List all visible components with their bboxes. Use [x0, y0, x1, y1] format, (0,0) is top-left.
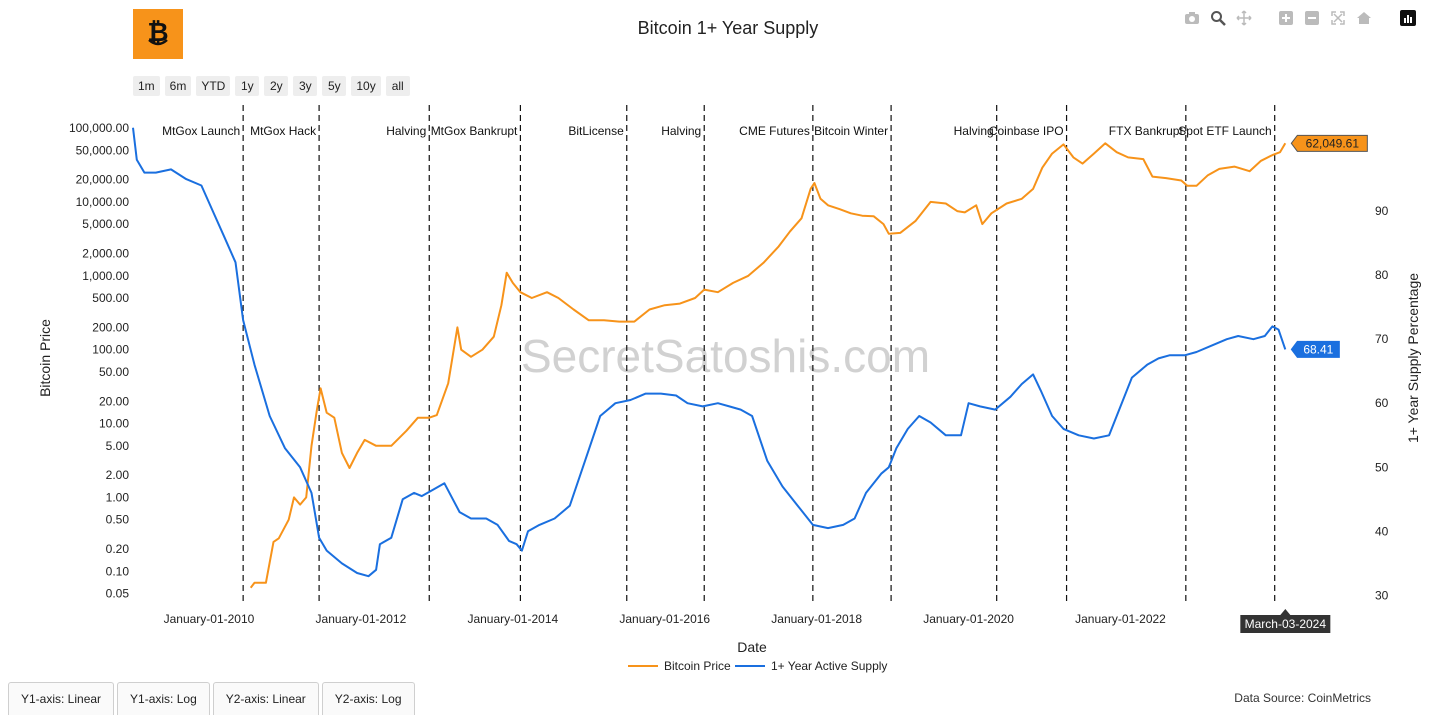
supply-series-line: [132, 127, 1287, 578]
event-label: FTX Bankrupt: [1109, 124, 1184, 138]
legend-label: Bitcoin Price: [664, 659, 731, 673]
hover-date-badge: [1240, 609, 1331, 633]
event-label: Halving: [954, 124, 994, 138]
zoom-in-icon[interactable]: [1278, 10, 1294, 26]
y1-tick-label: 2.00: [106, 468, 130, 482]
supply-last-value-badge: [1290, 340, 1340, 358]
x-tick-label: January-01-2012: [316, 612, 407, 626]
range-button-2y[interactable]: 2y: [264, 76, 289, 96]
y2-tick-label: 70: [1375, 332, 1389, 346]
range-button-3y[interactable]: 3y: [293, 76, 318, 96]
x-tick-label: January-01-2022: [1075, 612, 1166, 626]
y2-tick-label: 40: [1375, 524, 1389, 538]
x-tick-label: January-01-2016: [619, 612, 710, 626]
y1-tick-label: 10,000.00: [76, 195, 130, 209]
supply-last-value: 68.41: [1303, 342, 1333, 356]
event-label: Coinbase IPO: [989, 124, 1064, 138]
y1-tick-label: 20,000.00: [76, 173, 130, 187]
reset-axes-icon[interactable]: [1356, 10, 1372, 26]
zoom-out-icon[interactable]: [1304, 10, 1320, 26]
price-series-line: [249, 142, 1287, 589]
event-label: BitLicense: [568, 124, 624, 138]
bitcoin-logo: ₿: [133, 9, 183, 59]
range-button-5y[interactable]: 5y: [322, 76, 347, 96]
y1-tick-label: 50,000.00: [76, 143, 130, 157]
range-selector: 1m 6m YTD 1y 2y 3y 5y 10y all: [133, 76, 410, 96]
event-label: Bitcoin Winter: [814, 124, 888, 138]
svg-text:₿: ₿: [147, 17, 168, 47]
zoom-icon[interactable]: [1210, 10, 1226, 26]
y1-tick-label: 5,000.00: [82, 217, 129, 231]
hover-date-label: March-03-2024: [1245, 617, 1327, 631]
event-label: MtGox Bankrupt: [431, 124, 518, 138]
tab-y1-log[interactable]: Y1-axis: Log: [117, 682, 210, 715]
x-axis-title: Date: [737, 639, 767, 655]
y2-tick-label: 80: [1375, 268, 1389, 282]
event-label: Halving: [386, 124, 426, 138]
chart-area[interactable]: SecretSatoshis.com MtGox Launch MtGox Hack…: [0, 0, 1456, 680]
range-button-6m[interactable]: 6m: [164, 76, 192, 96]
range-button-1y[interactable]: 1y: [235, 76, 260, 96]
y1-tick-label: 2,000.00: [82, 247, 129, 261]
range-button-all[interactable]: all: [385, 76, 410, 96]
range-button-10y[interactable]: 10y: [351, 76, 381, 96]
x-tick-label: January-01-2010: [164, 612, 255, 626]
event-label: CME Futures: [739, 124, 810, 138]
y1-tick-label: 1.00: [106, 490, 130, 504]
x-tick-label: January-01-2020: [923, 612, 1014, 626]
y2-tick-label: 30: [1375, 588, 1389, 602]
y2-tick-label: 60: [1375, 396, 1389, 410]
autoscale-icon[interactable]: [1330, 10, 1346, 26]
modebar: [1184, 10, 1416, 26]
y1-tick-label: 10.00: [99, 417, 129, 431]
pan-icon[interactable]: [1236, 10, 1252, 26]
y1-tick-label: 0.05: [106, 587, 130, 601]
data-source: Data Source: CoinMetrics: [1234, 691, 1371, 705]
y1-tick-label: 100,000.00: [69, 121, 129, 135]
range-button-ytd[interactable]: YTD: [196, 76, 231, 96]
price-last-value-badge: [1290, 134, 1368, 152]
y1-tick-label: 200.00: [92, 320, 129, 334]
watermark: SecretSatoshis.com: [521, 330, 930, 382]
plotly-logo-icon[interactable]: [1400, 10, 1416, 26]
y1-tick-label: 0.20: [106, 542, 130, 556]
y1-tick-label: 500.00: [92, 291, 129, 305]
event-label: MtGox Hack: [250, 124, 317, 138]
price-last-value: 62,049.61: [1306, 136, 1360, 150]
event-label: MtGox Launch: [162, 124, 240, 138]
x-tick-label: January-01-2018: [771, 612, 862, 626]
x-tick-label: January-01-2014: [467, 612, 558, 626]
chart-title: Bitcoin 1+ Year Supply: [637, 18, 819, 38]
y1-tick-label: 1,000.00: [82, 269, 129, 283]
tab-y2-log[interactable]: Y2-axis: Log: [321, 682, 415, 715]
tab-y1-linear[interactable]: Y1-axis: Linear: [8, 682, 115, 715]
y1-tick-label: 50.00: [99, 365, 129, 379]
range-button-1m[interactable]: 1m: [133, 76, 160, 96]
y1-axis-title: Bitcoin Price: [37, 319, 53, 397]
y1-tick-label: 20.00: [99, 394, 129, 408]
tab-y2-linear[interactable]: Y2-axis: Linear: [212, 682, 319, 715]
y1-tick-label: 5.00: [106, 439, 130, 453]
y1-tick-label: 0.10: [106, 564, 130, 578]
y2-tick-label: 90: [1375, 204, 1389, 218]
axis-scale-tabs: Y1-axis: Linear Y1-axis: Log Y2-axis: Li…: [8, 682, 415, 715]
event-label: Spot ETF Launch: [1178, 124, 1271, 138]
y1-tick-label: 100.00: [92, 343, 129, 357]
event-label: Halving: [661, 124, 701, 138]
legend-label: 1+ Year Active Supply: [771, 659, 887, 673]
bitcoin-face-icon: ₿: [147, 17, 168, 47]
y2-tick-label: 50: [1375, 460, 1389, 474]
camera-icon[interactable]: [1184, 10, 1200, 26]
y1-tick-label: 0.50: [106, 513, 130, 527]
y2-axis-title: 1+ Year Supply Percentage: [1405, 273, 1421, 443]
